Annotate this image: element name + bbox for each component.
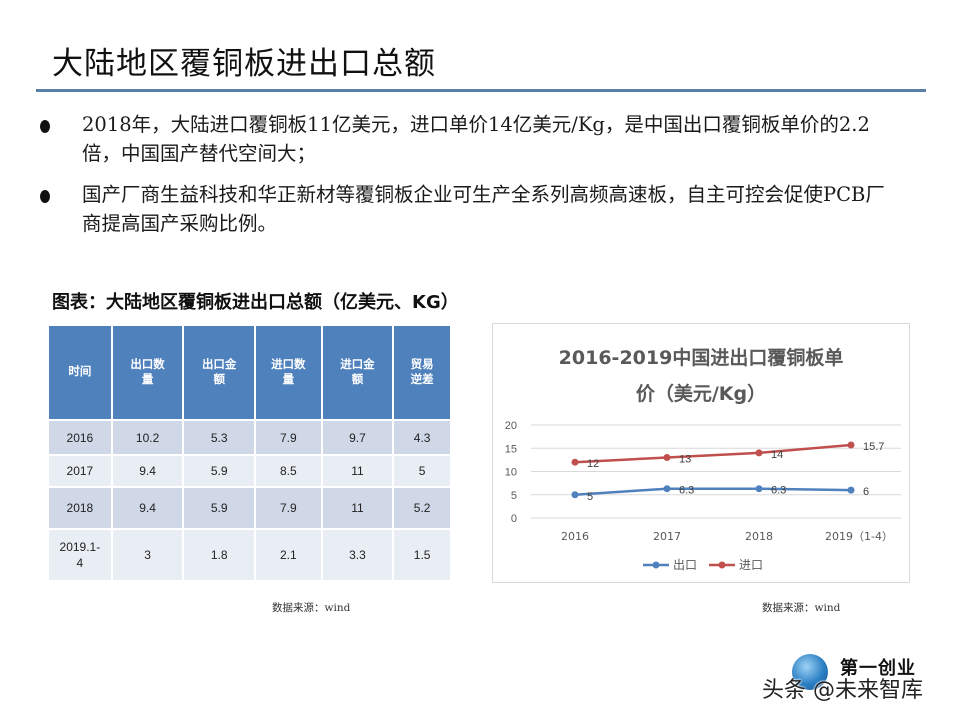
- column-header: 贸易 逆差: [392, 324, 452, 421]
- column-header: 时间: [47, 324, 113, 421]
- title-divider: [36, 89, 926, 92]
- trade-table: 时间 出口数量 出口金额 进口数量 进口金额 贸易 逆差 2016 10.2 5.…: [47, 324, 452, 582]
- table-row: 2019.1-4 3 1.8 2.1 3.3 1.5: [47, 528, 452, 582]
- table-cell: 8.5: [254, 454, 323, 488]
- table-cell: 5: [392, 454, 452, 488]
- watermark: 第一创业 头条 @未来智库: [762, 654, 952, 704]
- watermark-brand: 第一创业: [840, 658, 916, 679]
- bullet-text: 2018年，大陆进口覆铜板11亿美元，进口单价14亿美元/Kg，是中国出口覆铜板…: [82, 113, 870, 165]
- table-cell: 2018: [47, 486, 113, 530]
- chart-title: 2016-2019中国进出口覆铜板单 价（美元/Kg）: [558, 347, 844, 405]
- column-header: 出口金额: [182, 324, 256, 421]
- table-cell: 11: [320, 454, 395, 488]
- svg-text:6.3: 6.3: [679, 485, 694, 497]
- chart-source-note: 数据来源：wind: [762, 602, 841, 614]
- column-header: 进口金额: [320, 324, 395, 421]
- table-cell: 9.4: [110, 454, 185, 488]
- table-cell: 3.3: [320, 528, 395, 582]
- svg-text:12: 12: [587, 458, 599, 470]
- svg-text:15: 15: [505, 443, 517, 455]
- svg-text:5: 5: [511, 490, 517, 502]
- table-cell: 1.8: [182, 528, 256, 582]
- bullet-text: 国产厂商生益科技和华正新材等覆铜板企业可生产全系列高频高速板，自主可控会促使PC…: [82, 183, 885, 235]
- chart-plot-area: 0 5 10 15 20 2016 2017 2018 2019（1-4） 5 6.3 6.3 6 12 1…: [505, 420, 901, 572]
- column-header: 出口数量: [110, 324, 185, 421]
- svg-text:6.3: 6.3: [771, 485, 786, 497]
- bullet-item: 2018年，大陆进口覆铜板11亿美元，进口单价14亿美元/Kg，是中国出口覆铜板…: [40, 110, 900, 168]
- table-cell: 5.2: [392, 486, 452, 530]
- table-cell: 2016: [47, 419, 113, 456]
- svg-text:15.7: 15.7: [863, 441, 884, 453]
- table-header-row: 时间 出口数量 出口金额 进口数量 进口金额 贸易 逆差: [47, 324, 452, 421]
- globe-logo-icon: [792, 654, 828, 690]
- svg-text:2017: 2017: [653, 530, 681, 543]
- table-cell: 9.7: [320, 419, 395, 456]
- svg-text:2018: 2018: [745, 530, 773, 543]
- svg-text:10: 10: [505, 467, 517, 479]
- table-row: 2018 9.4 5.9 7.9 11 5.2: [47, 486, 452, 530]
- bullet-item: 国产厂商生益科技和华正新材等覆铜板企业可生产全系列高频高速板，自主可控会促使PC…: [40, 180, 900, 238]
- table-cell: 5.9: [182, 454, 256, 488]
- table-caption: 图表：大陆地区覆铜板进出口总额（亿美元、KG）: [52, 292, 459, 313]
- svg-text:20: 20: [505, 420, 517, 432]
- table-source-note: 数据来源：wind: [272, 602, 351, 614]
- svg-text:13: 13: [679, 454, 691, 466]
- svg-text:6: 6: [863, 486, 869, 498]
- table-cell: 5.3: [182, 419, 256, 456]
- svg-text:0: 0: [511, 513, 517, 525]
- price-line-chart: 2016-2019中国进出口覆铜板单 价（美元/Kg） 0 5 10 15 20 2016…: [492, 323, 910, 583]
- bullet-dot-icon: [40, 190, 50, 203]
- svg-text:14: 14: [771, 449, 783, 461]
- svg-text:5: 5: [587, 491, 593, 503]
- table-cell: 2017: [47, 454, 113, 488]
- bullet-dot-icon: [40, 120, 50, 133]
- table-cell: 3: [110, 528, 185, 582]
- table-row: 2017 9.4 5.9 8.5 11 5: [47, 454, 452, 488]
- table-cell: 2019.1-4: [47, 528, 113, 582]
- bullet-list: 2018年，大陆进口覆铜板11亿美元，进口单价14亿美元/Kg，是中国出口覆铜板…: [40, 110, 900, 250]
- table-cell: 5.9: [182, 486, 256, 530]
- column-header: 进口数量: [254, 324, 323, 421]
- table-cell: 7.9: [254, 486, 323, 530]
- table-cell: 9.4: [110, 486, 185, 530]
- table-cell: 4.3: [392, 419, 452, 456]
- table-row: 2016 10.2 5.3 7.9 9.7 4.3: [47, 419, 452, 456]
- table-cell: 11: [320, 486, 395, 530]
- svg-text:出口: 出口: [673, 558, 697, 572]
- table-cell: 1.5: [392, 528, 452, 582]
- svg-text:2016: 2016: [561, 530, 589, 543]
- svg-text:进口: 进口: [739, 558, 763, 572]
- svg-text:2019（1-4）: 2019（1-4）: [825, 530, 893, 543]
- slide-title: 大陆地区覆铜板进出口总额: [52, 46, 436, 82]
- table-cell: 10.2: [110, 419, 185, 456]
- table-cell: 7.9: [254, 419, 323, 456]
- table-cell: 2.1: [254, 528, 323, 582]
- watermark-text: 头条 @未来智库: [762, 678, 923, 703]
